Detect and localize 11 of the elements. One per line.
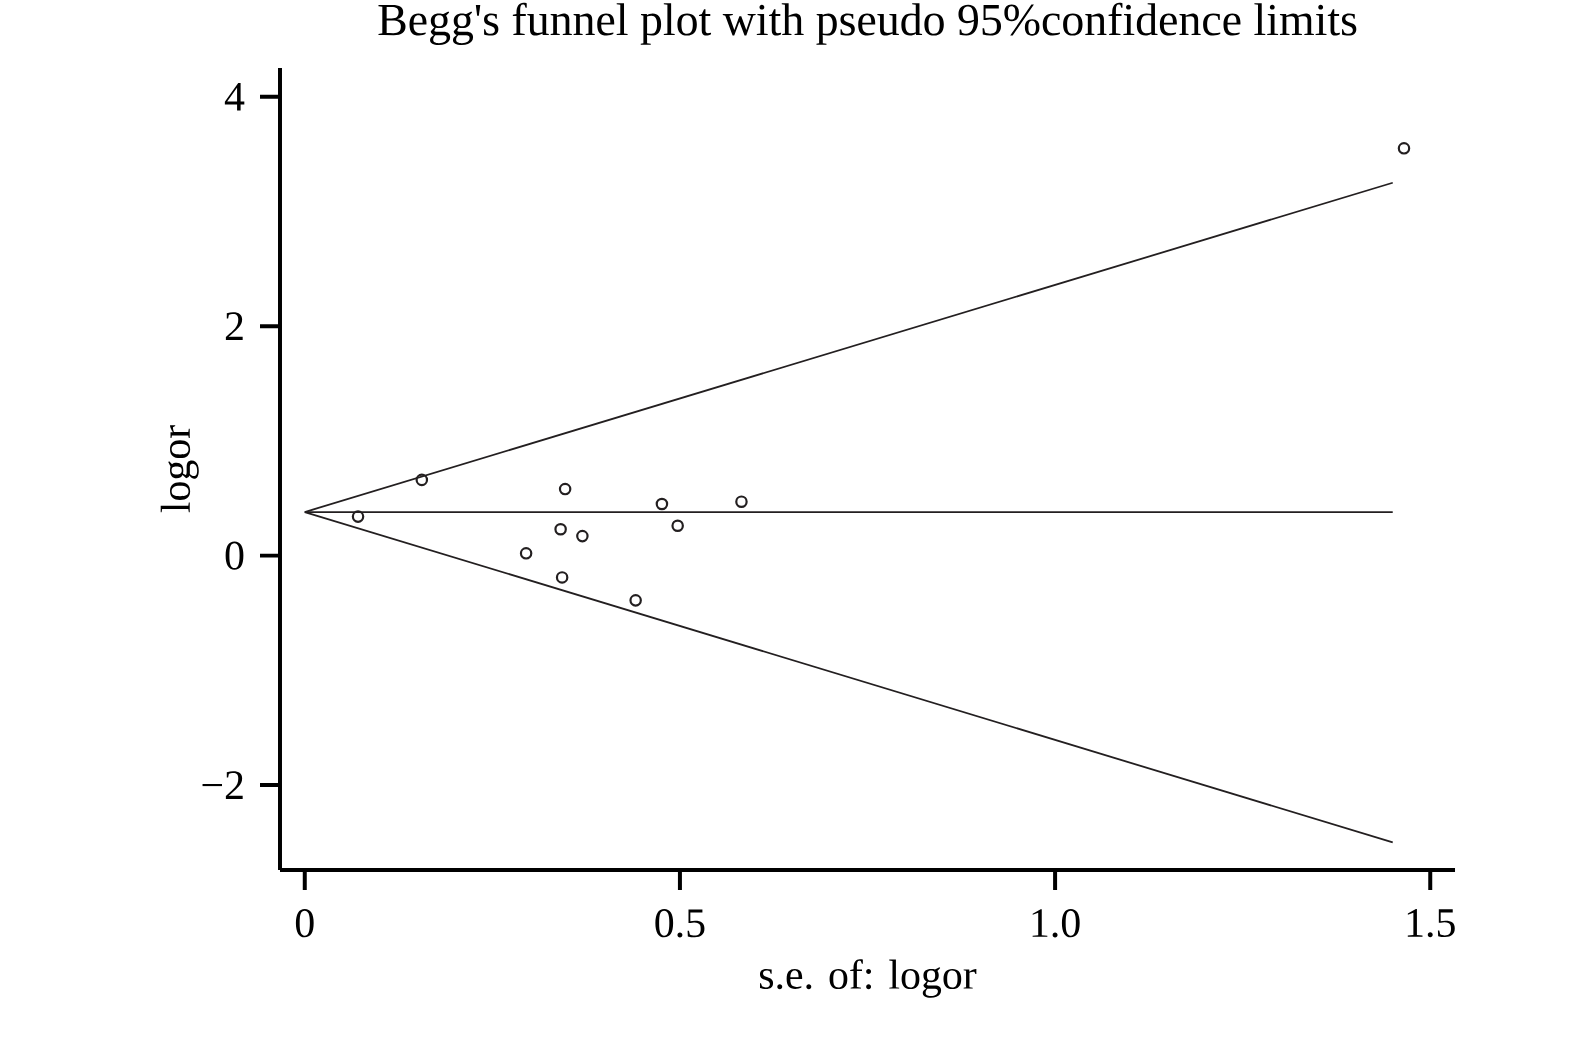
y-tick-label: 2: [225, 312, 243, 340]
y-tick-label: 4: [224, 82, 245, 111]
y-tick-label: −2: [202, 771, 243, 799]
y-tick-label: 0: [225, 541, 244, 570]
y-axis-title: logor: [160, 425, 199, 513]
chart-title: Begg's funnel plot with pseudo 95%confidence limits: [378, 2, 1357, 46]
x-tick-label: 0: [295, 909, 314, 938]
x-tick-label: 0.5: [655, 909, 705, 938]
x-axis-title: s.e. of: logor: [759, 959, 977, 998]
x-tick-label: 1.5: [1407, 909, 1455, 938]
x-tick-label: 1.0: [1032, 909, 1080, 938]
